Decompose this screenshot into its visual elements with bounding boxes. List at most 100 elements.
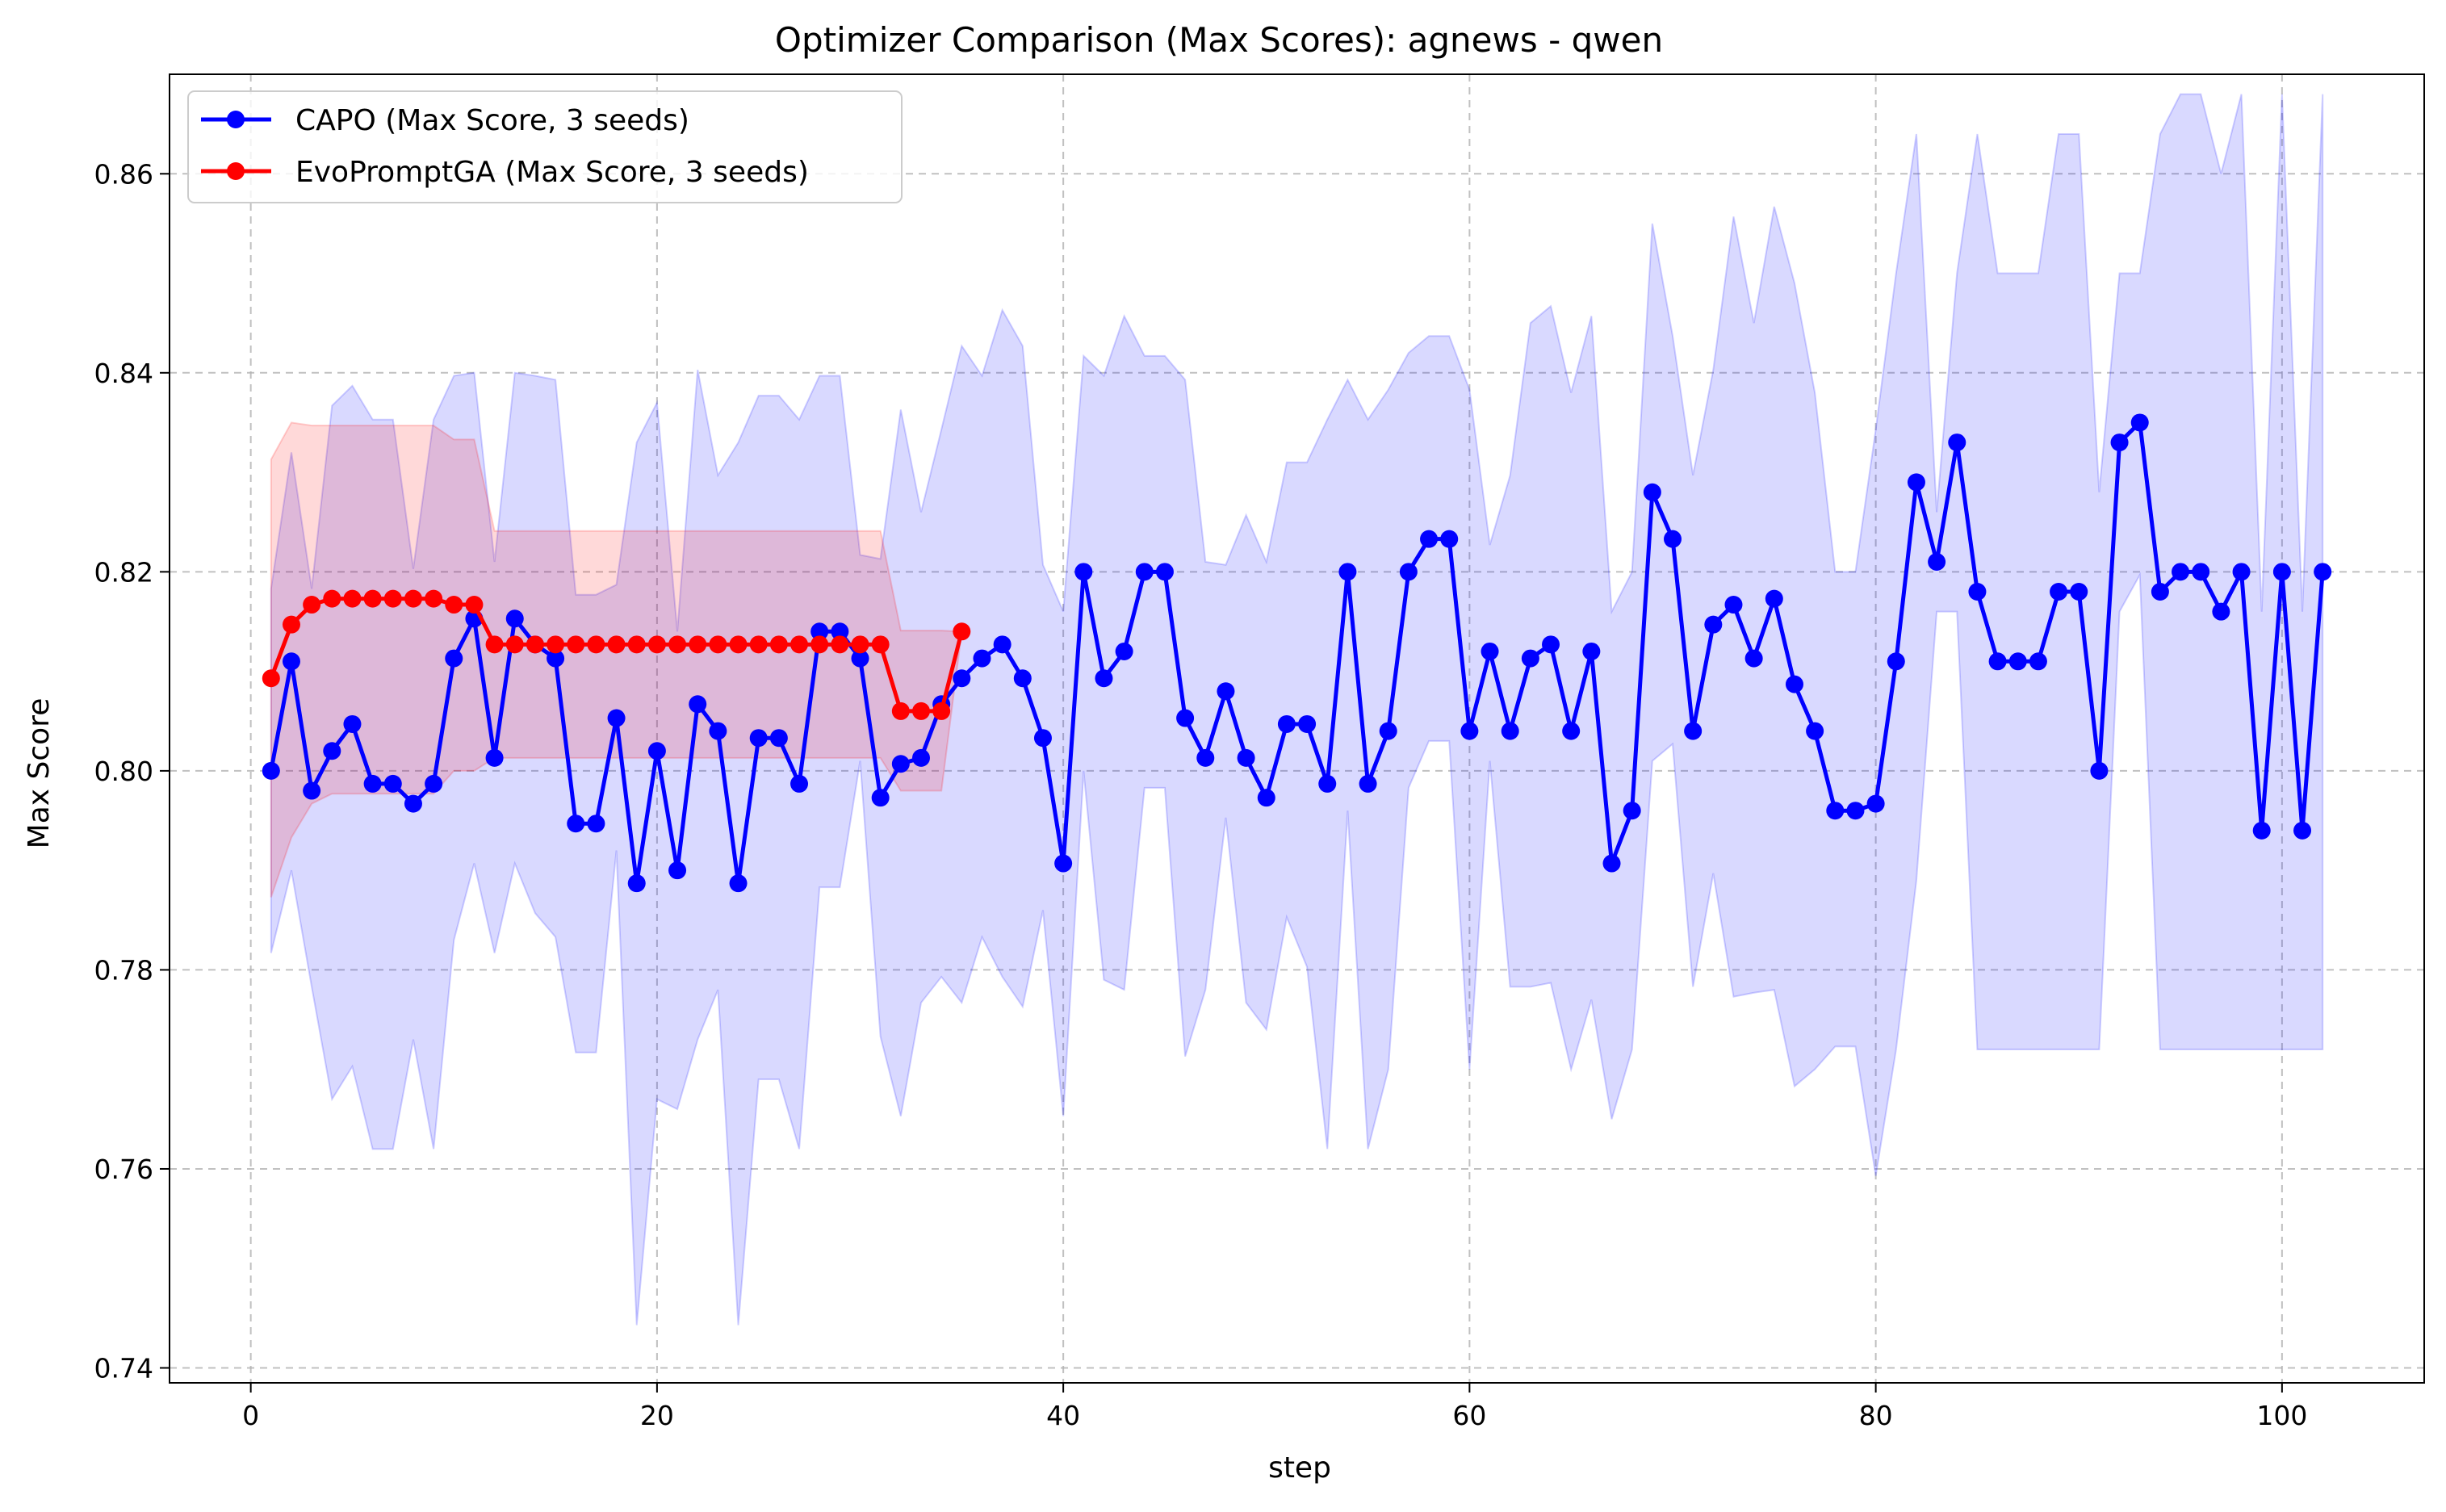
capo-data-point: [2272, 563, 2291, 581]
capo-data-point: [1521, 649, 1539, 668]
evoprompt-data-point: [912, 702, 930, 720]
capo-data-point: [1237, 748, 1255, 767]
y-tick-label: 0.86: [94, 158, 153, 190]
capo-data-point: [404, 794, 422, 813]
evoprompt-data-point: [729, 635, 748, 654]
capo-data-point: [912, 748, 930, 767]
evoprompt-data-point: [932, 702, 951, 720]
evoprompt-data-point: [547, 635, 565, 654]
x-tick-label: 100: [2256, 1400, 2307, 1431]
capo-data-point: [1481, 642, 1499, 660]
capo-data-point: [1176, 709, 1195, 727]
capo-data-point: [1826, 802, 1845, 820]
evoprompt-data-point: [505, 635, 524, 654]
capo-data-point: [1948, 433, 1966, 452]
capo-data-point: [810, 622, 829, 641]
y-tick-label: 0.84: [94, 358, 153, 389]
capo-data-point: [668, 861, 687, 880]
capo-data-point: [547, 649, 565, 668]
evoprompt-data-point: [587, 635, 605, 654]
evoprompt-data-point: [749, 635, 768, 654]
capo-data-point: [2050, 583, 2068, 601]
capo-data-point: [1420, 530, 1439, 548]
evoprompt-data-point: [709, 635, 727, 654]
capo-data-point: [485, 748, 504, 767]
capo-data-point: [1684, 722, 1703, 740]
capo-data-point: [769, 729, 788, 748]
legend-evo-marker: [227, 162, 245, 180]
y-tick-label: 0.82: [94, 556, 153, 588]
evoprompt-data-point: [769, 635, 788, 654]
capo-data-point: [425, 774, 443, 793]
capo-data-point: [871, 789, 890, 807]
capo-data-point: [1562, 722, 1581, 740]
capo-data-point: [1704, 615, 1723, 634]
capo-data-point: [1582, 642, 1601, 660]
capo-data-point: [1338, 563, 1357, 581]
capo-data-point: [1013, 669, 1032, 688]
capo-data-point: [1318, 774, 1337, 793]
evoprompt-data-point: [485, 635, 504, 654]
evoprompt-data-point: [262, 669, 280, 688]
capo-data-point: [1135, 563, 1154, 581]
capo-data-point: [2232, 563, 2251, 581]
capo-data-point: [1217, 682, 1235, 701]
capo-data-point: [1298, 714, 1317, 733]
capo-confidence-band: [270, 93, 2324, 1326]
capo-data-point: [363, 774, 382, 793]
capo-data-point: [1399, 563, 1418, 581]
capo-data-point: [1115, 642, 1133, 660]
capo-data-point: [2252, 821, 2271, 840]
capo-data-point: [1033, 729, 1052, 748]
evoprompt-data-point: [425, 589, 443, 608]
capo-data-point: [1664, 530, 1682, 548]
capo-data-point: [2130, 413, 2149, 432]
capo-data-point: [1643, 483, 1661, 501]
legend-capo-label: CAPO (Max Score, 3 seeds): [295, 104, 689, 137]
capo-data-point: [1379, 722, 1397, 740]
capo-data-point: [2070, 583, 2088, 601]
evoprompt-data-point: [851, 635, 869, 654]
evoprompt-data-point: [831, 635, 849, 654]
capo-data-point: [973, 649, 991, 668]
capo-data-point: [993, 635, 1011, 654]
capo-data-point: [607, 709, 626, 727]
evoprompt-data-point: [404, 589, 422, 608]
capo-data-point: [1744, 649, 1763, 668]
capo-data-point: [1359, 774, 1377, 793]
y-axis-label: Max Score: [23, 698, 56, 849]
capo-data-point: [729, 874, 748, 893]
capo-data-point: [567, 815, 585, 833]
capo-data-point: [2314, 563, 2332, 581]
y-tick-label: 0.80: [94, 756, 153, 787]
capo-data-point: [587, 815, 605, 833]
x-axis-label: step: [1268, 1451, 1331, 1485]
x-tick-label: 40: [1046, 1400, 1080, 1431]
capo-data-point: [262, 761, 280, 780]
evoprompt-data-point: [526, 635, 544, 654]
capo-data-point: [647, 742, 666, 760]
capo-data-point: [2192, 563, 2210, 581]
capo-data-point: [2212, 602, 2230, 621]
legend-evo-label: EvoPromptGA (Max Score, 3 seeds): [295, 156, 809, 189]
evoprompt-data-point: [282, 615, 300, 634]
legend-capo-marker: [227, 111, 245, 128]
x-tick-label: 20: [640, 1400, 674, 1431]
evoprompt-data-point: [627, 635, 646, 654]
x-tick-label: 80: [1859, 1400, 1893, 1431]
plot-frame: [169, 73, 2425, 1384]
capo-data-point: [2008, 652, 2027, 671]
legend: CAPO (Max Score, 3 seeds) EvoPromptGA (M…: [187, 90, 903, 203]
capo-data-point: [2029, 652, 2047, 671]
capo-data-point: [1928, 553, 1946, 572]
capo-data-point: [282, 652, 300, 671]
grid-layer: [170, 74, 2424, 1383]
evoprompt-confidence-band: [270, 421, 963, 898]
capo-data-point: [627, 874, 646, 893]
evoprompt-data-point: [567, 635, 585, 654]
capo-data-point: [891, 755, 910, 773]
capo-data-point: [689, 695, 707, 714]
capo-data-point: [1460, 722, 1479, 740]
